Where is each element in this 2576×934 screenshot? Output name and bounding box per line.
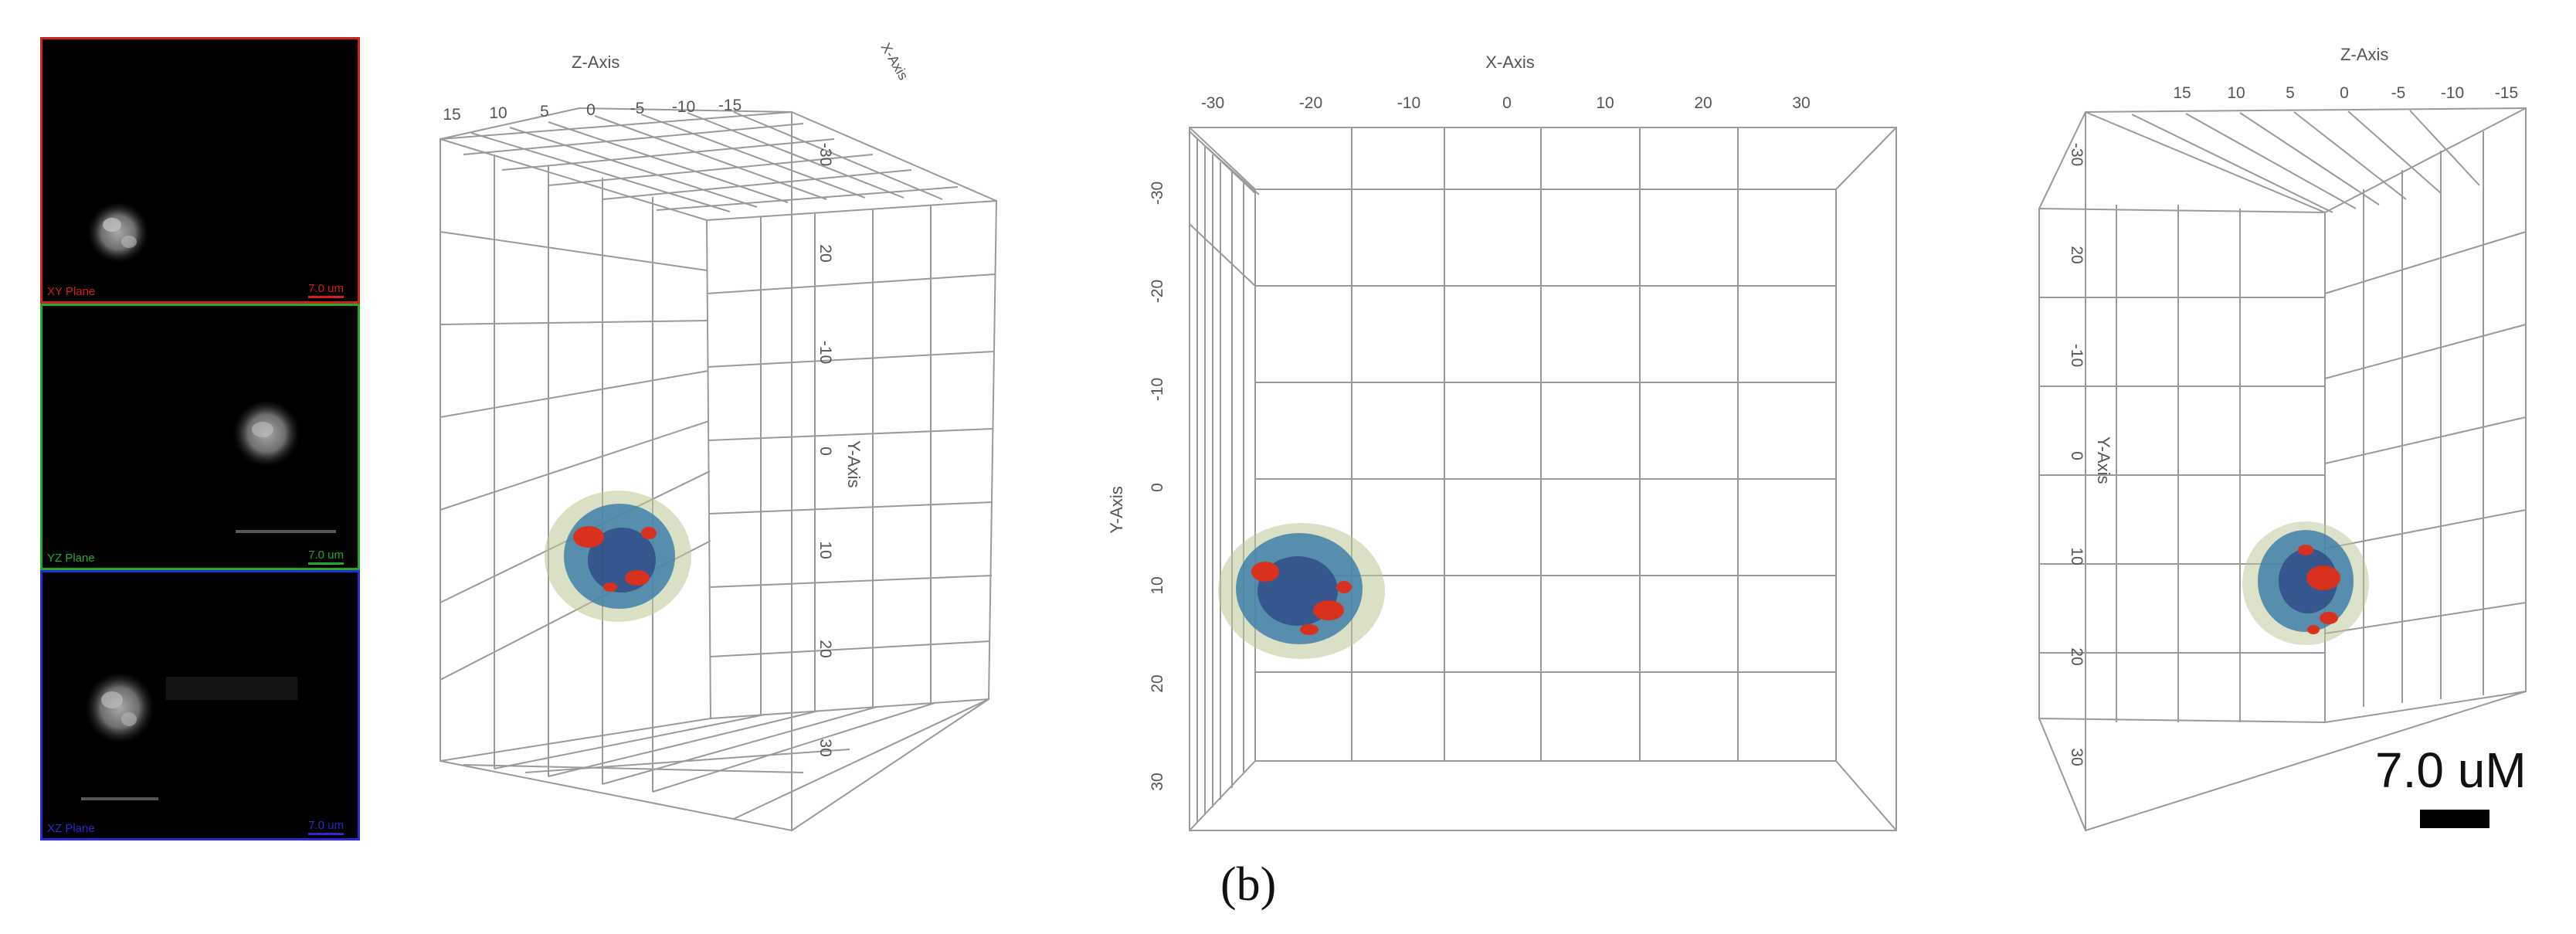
axis-tick-label: 0 xyxy=(1149,483,1166,492)
axis-tick-label: 30 xyxy=(1792,94,1810,112)
yz-plane-label: YZ Plane xyxy=(47,552,95,565)
axis-tick-label: -10 xyxy=(1149,378,1166,401)
view1-grid xyxy=(440,107,998,832)
axis-tick-label: -5 xyxy=(2391,84,2406,102)
scale-bar-label: 7.0 uM xyxy=(2375,742,2527,798)
axis-tick-label: -10 xyxy=(1397,94,1420,112)
axis-tick-label: -10 xyxy=(672,98,695,116)
view1-3d-render: 15 10 5 0 -5 -10 -15 -30 20 -10 0 10 20 30 Z-Axis Y-… xyxy=(440,40,998,832)
view3-3d-render: 15 10 5 0 -5 -10 -15 -30 20 -10 0 10 20 30 Z-Axis Y-… xyxy=(2038,45,2527,832)
view1-y-ticks: -30 20 -10 0 10 20 30 xyxy=(816,143,834,757)
axis-tick-label: 5 xyxy=(540,103,549,121)
view2-x-axis-title: X-Axis xyxy=(1485,53,1535,72)
view1-x-axis-title: X-Axis xyxy=(878,40,911,83)
view3-y-axis-title: Y-Axis xyxy=(2094,436,2113,484)
axis-tick-label: -30 xyxy=(816,143,834,166)
axis-tick-label: 15 xyxy=(2173,84,2191,102)
axis-tick-label: -30 xyxy=(1149,182,1166,205)
yz-scale-text: 7.0 um xyxy=(308,549,344,562)
xz-scale-bar: 7.0 um xyxy=(308,819,344,835)
yz-slice-image xyxy=(232,399,336,533)
axis-tick-label: 0 xyxy=(2068,451,2086,460)
xz-scale-text: 7.0 um xyxy=(308,819,344,832)
axis-tick-label: 15 xyxy=(443,106,460,124)
axis-tick-label: 30 xyxy=(1149,773,1166,790)
xz-plane-label: XZ Plane xyxy=(47,822,95,835)
axis-tick-label: -15 xyxy=(718,97,742,114)
axis-tick-label: 20 xyxy=(2068,246,2086,263)
view3-z-ticks: 15 10 5 0 -5 -10 -15 xyxy=(2173,84,2518,102)
view2-3d-render: -30 -20 -10 0 10 20 30 -30 -20 -10 0 10 20 30 X-Axis… xyxy=(1107,53,1897,831)
axis-tick-label: 5 xyxy=(2286,84,2295,102)
xy-slice-image xyxy=(87,202,149,263)
axis-tick-label: 10 xyxy=(2068,547,2086,565)
axis-tick-label: 10 xyxy=(489,104,507,122)
axis-tick-label: 0 xyxy=(586,101,596,119)
xz-slice-image xyxy=(81,671,297,800)
view2-cell xyxy=(1218,523,1385,659)
view2-x-ticks: -30 -20 -10 0 10 20 30 xyxy=(1201,94,1811,112)
axis-tick-label: 0 xyxy=(1502,94,1512,112)
view2-y-ticks: -30 -20 -10 0 10 20 30 xyxy=(1149,182,1166,791)
axis-tick-label: 20 xyxy=(1694,94,1712,112)
axis-tick-label: 10 xyxy=(1149,576,1166,594)
axis-tick-label: 10 xyxy=(1596,94,1614,112)
axis-tick-label: 20 xyxy=(816,640,834,657)
xy-scale-text: 7.0 um xyxy=(308,282,344,295)
scale-bar xyxy=(2420,810,2489,828)
xy-plane-label: XY Plane xyxy=(47,285,96,298)
slice-panel-xz: XZ Plane 7.0 um xyxy=(40,570,360,841)
axis-tick-label: 20 xyxy=(2068,647,2086,665)
panel-caption: (b) xyxy=(1220,858,1277,911)
view2-y-axis-title: Y-Axis xyxy=(1107,486,1126,534)
axis-tick-label: 10 xyxy=(816,541,834,559)
axis-tick-label: -30 xyxy=(2068,143,2086,166)
view1-z-ticks: 15 10 5 0 -5 -10 -15 xyxy=(443,97,742,124)
axis-tick-label: 10 xyxy=(2227,84,2245,102)
view3-grid xyxy=(2038,107,2527,832)
axis-tick-label: 20 xyxy=(816,244,834,262)
axis-tick-label: -15 xyxy=(2495,84,2518,102)
axis-tick-label: -5 xyxy=(630,100,645,117)
axis-tick-label: 30 xyxy=(816,739,834,756)
view1-y-axis-title: Y-Axis xyxy=(844,440,864,488)
view2-grid xyxy=(1189,127,1897,831)
view3-z-axis-title: Z-Axis xyxy=(2340,45,2388,64)
axis-tick-label: -10 xyxy=(816,341,834,364)
yz-scale-bar: 7.0 um xyxy=(308,549,344,565)
axis-tick-label: 0 xyxy=(816,447,834,456)
axis-tick-label: -30 xyxy=(1201,94,1224,112)
slice-panel-xy: XY Plane 7.0 um xyxy=(40,37,360,304)
axis-tick-label: 0 xyxy=(2340,84,2349,102)
axis-tick-label: -20 xyxy=(1149,280,1166,303)
slice-panel-yz: YZ Plane 7.0 um xyxy=(40,304,360,570)
axis-tick-label: 20 xyxy=(1149,674,1166,692)
view1-cell xyxy=(545,491,691,622)
axis-tick-label: -20 xyxy=(1299,94,1322,112)
axis-tick-label: -10 xyxy=(2068,344,2086,367)
xy-scale-bar: 7.0 um xyxy=(308,282,344,298)
axis-tick-label: 30 xyxy=(2068,748,2086,766)
view3-y-ticks: -30 20 -10 0 10 20 30 xyxy=(2068,143,2086,766)
view1-z-axis-title: Z-Axis xyxy=(572,53,619,72)
view3-cell xyxy=(2242,521,2369,645)
axis-tick-label: -10 xyxy=(2441,84,2464,102)
